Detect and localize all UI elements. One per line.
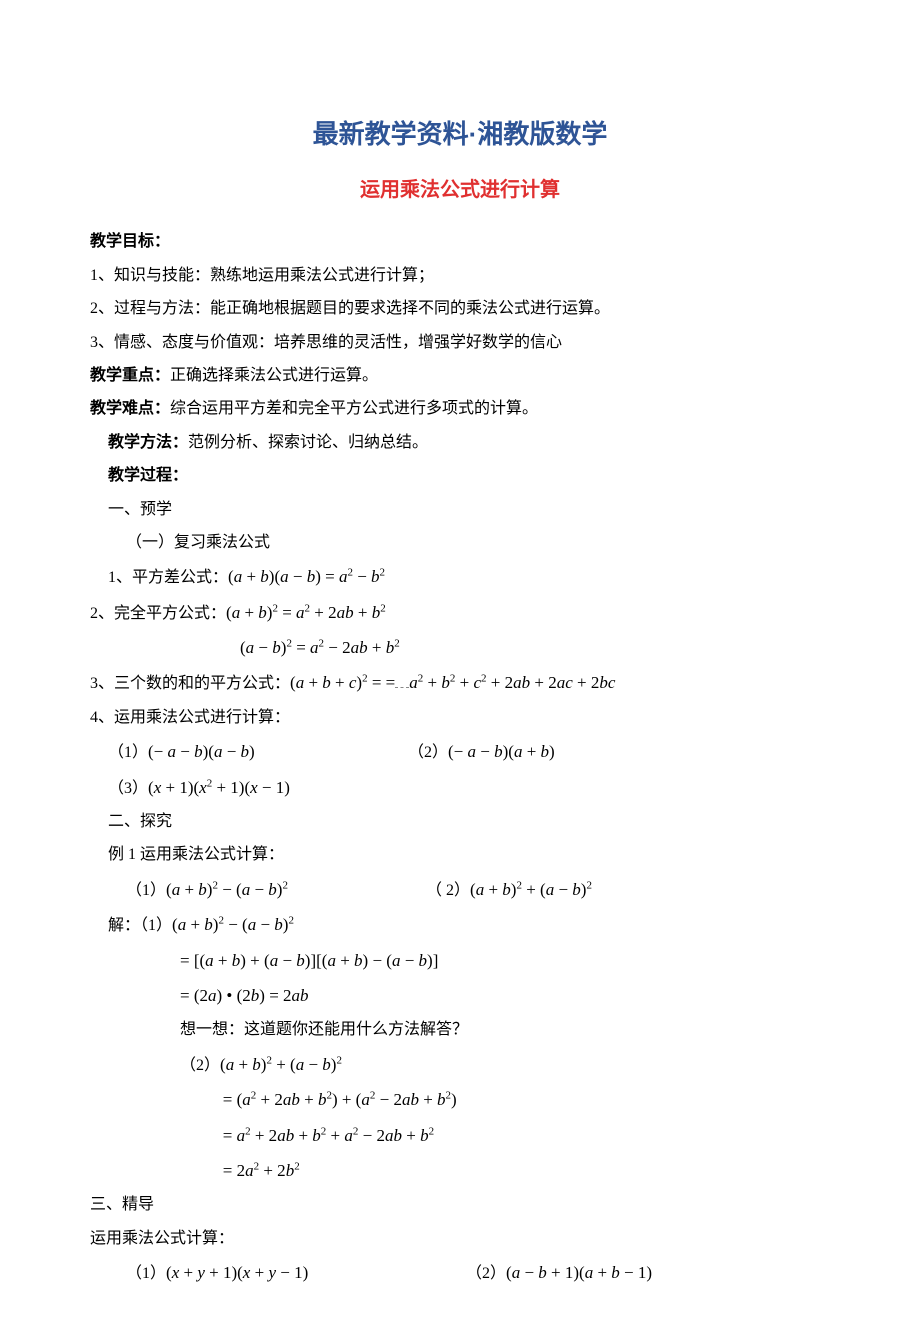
main-title: 最新教学资料·湘教版数学: [90, 110, 830, 159]
exercise-1-label: （1）: [108, 744, 148, 761]
formula-2b: (a − b)2 = a2 − 2ab + b2: [90, 632, 830, 664]
solution-2-line-3: = 2a2 + 2b2: [90, 1155, 830, 1187]
formula-3-label: 3、三个数的和的平方公式：: [90, 675, 290, 692]
section-2: 二、探究: [90, 807, 830, 837]
goal-3: 3、情感、态度与价值观：培养思维的灵活性，增强学好数学的信心: [90, 328, 830, 358]
blank-underline: [395, 671, 409, 688]
heading-goals: 教学目标：: [90, 227, 830, 257]
formula-2-label: 2、完全平方公式：: [90, 605, 226, 622]
solution-2-math-0: (a + b)2 + (a − b)2: [220, 1055, 342, 1074]
task-label: 运用乘法公式计算：: [90, 1224, 830, 1254]
solution-label: 解：（1）: [108, 917, 172, 934]
difficulty-text: 综合运用平方差和完全平方公式进行多项式的计算。: [170, 400, 538, 417]
exercise-3: （3）(x + 1)(x2 + 1)(x − 1): [90, 772, 830, 804]
formula-3: 3、三个数的和的平方公式：(a + b + c)2 = =a2 + b2 + c…: [90, 667, 830, 699]
formula-1-math: (a + b)(a − b) = a2 − b2: [228, 567, 385, 586]
sub-title: 运用乘法公式进行计算: [90, 171, 830, 209]
formula-2: 2、完全平方公式：(a + b)2 = a2 + 2ab + b2: [90, 597, 830, 629]
emphasis-line: 教学重点：正确选择乘法公式进行运算。: [90, 361, 830, 391]
exercise-3-label: （3）: [108, 780, 148, 797]
formula-2b-math: (a − b)2 = a2 − 2ab + b2: [240, 638, 400, 657]
example-1-2-label: （ 2）: [426, 882, 470, 899]
exercise-1-math: (− a − b)(a − b): [148, 742, 255, 761]
method-line: 教学方法：范例分析、探索讨论、归纳总结。: [90, 428, 830, 458]
exercise-row-1: （1）(− a − b)(a − b) （2）(− a − b)(a + b): [90, 736, 830, 768]
formula-1: 1、平方差公式：(a + b)(a − b) = a2 − b2: [90, 561, 830, 593]
formula-1-label: 1、平方差公式：: [108, 569, 228, 586]
example-1-2: （ 2）(a + b)2 + (a − b)2: [426, 874, 830, 906]
task-1: （1）(x + y + 1)(x + y − 1): [126, 1257, 466, 1289]
process-label: 教学过程：: [90, 461, 830, 491]
example-1-row: （1）(a + b)2 − (a − b)2 （ 2）(a + b)2 + (a…: [90, 874, 830, 906]
section-3: 三、精导: [90, 1190, 830, 1220]
exercise-2-label: （2）: [408, 744, 448, 761]
solution-2-label: （2）: [180, 1057, 220, 1074]
goal-1: 1、知识与技能：熟练地运用乘法公式进行计算；: [90, 261, 830, 291]
goal-2: 2、过程与方法：能正确地根据题目的要求选择不同的乘法公式进行运算。: [90, 294, 830, 324]
method-label: 教学方法：: [108, 434, 188, 451]
solution-1-line-2: = (2a) • (2b) = 2ab: [90, 980, 830, 1012]
task-2-label: （2）: [466, 1265, 506, 1282]
emphasis-text: 正确选择乘法公式进行运算。: [170, 367, 378, 384]
solution-1-line-1: = [(a + b) + (a − b)][(a + b) − (a − b)]: [90, 945, 830, 977]
solution-2-line-2: = a2 + 2ab + b2 + a2 − 2ab + b2: [90, 1120, 830, 1152]
solution-1-line-0: 解：（1）(a + b)2 − (a − b)2: [90, 909, 830, 941]
solution-2-line-1: = (a2 + 2ab + b2) + (a2 − 2ab + b2): [90, 1084, 830, 1116]
solution-2-math-3: = 2a2 + 2b2: [210, 1161, 300, 1180]
item-4-label: 4、运用乘法公式进行计算：: [90, 703, 830, 733]
method-text: 范例分析、探索讨论、归纳总结。: [188, 434, 428, 451]
solution-1-math-1: = [(a + b) + (a − b)][(a + b) − (a − b)]: [180, 951, 438, 970]
task-1-label: （1）: [126, 1265, 166, 1282]
difficulty-label: 教学难点：: [90, 400, 170, 417]
exercise-2-math: (− a − b)(a + b): [448, 742, 555, 761]
exercise-1: （1）(− a − b)(a − b): [108, 736, 408, 768]
task-2-math: (a − b + 1)(a + b − 1): [506, 1263, 652, 1282]
solution-1-math-2: = (2a) • (2b) = 2ab: [180, 986, 309, 1005]
task-row: （1）(x + y + 1)(x + y − 1) （2）(a − b + 1)…: [90, 1257, 830, 1289]
example-1-label: 例 1 运用乘法公式计算：: [90, 840, 830, 870]
solution-2-math-2: = a2 + 2ab + b2 + a2 − 2ab + b2: [210, 1126, 434, 1145]
difficulty-line: 教学难点：综合运用平方差和完全平方公式进行多项式的计算。: [90, 394, 830, 424]
section-1: 一、预学: [90, 495, 830, 525]
solution-1-math-0: (a + b)2 − (a − b)2: [172, 915, 294, 934]
example-1-1: （1）(a + b)2 − (a − b)2: [126, 874, 426, 906]
exercise-2: （2）(− a − b)(a + b): [408, 736, 830, 768]
example-1-2-math: (a + b)2 + (a − b)2: [470, 880, 592, 899]
formula-3-math: (a + b + c)2 = =a2 + b2 + c2 + 2ab + 2ac…: [290, 673, 615, 692]
exercise-3-math: (x + 1)(x2 + 1)(x − 1): [148, 778, 290, 797]
example-1-1-label: （1）: [126, 882, 166, 899]
task-1-math: (x + y + 1)(x + y − 1): [166, 1263, 308, 1282]
example-1-1-math: (a + b)2 − (a − b)2: [166, 880, 288, 899]
solution-2-line-0: （2）(a + b)2 + (a − b)2: [90, 1049, 830, 1081]
section-1-1: （一）复习乘法公式: [90, 528, 830, 558]
solution-2-math-1: = (a2 + 2ab + b2) + (a2 − 2ab + b2): [210, 1090, 457, 1109]
formula-2a-math: (a + b)2 = a2 + 2ab + b2: [226, 603, 386, 622]
emphasis-label: 教学重点：: [90, 367, 170, 384]
task-2: （2）(a − b + 1)(a + b − 1): [466, 1257, 830, 1289]
think-prompt: 想一想：这道题你还能用什么方法解答？: [90, 1015, 830, 1045]
